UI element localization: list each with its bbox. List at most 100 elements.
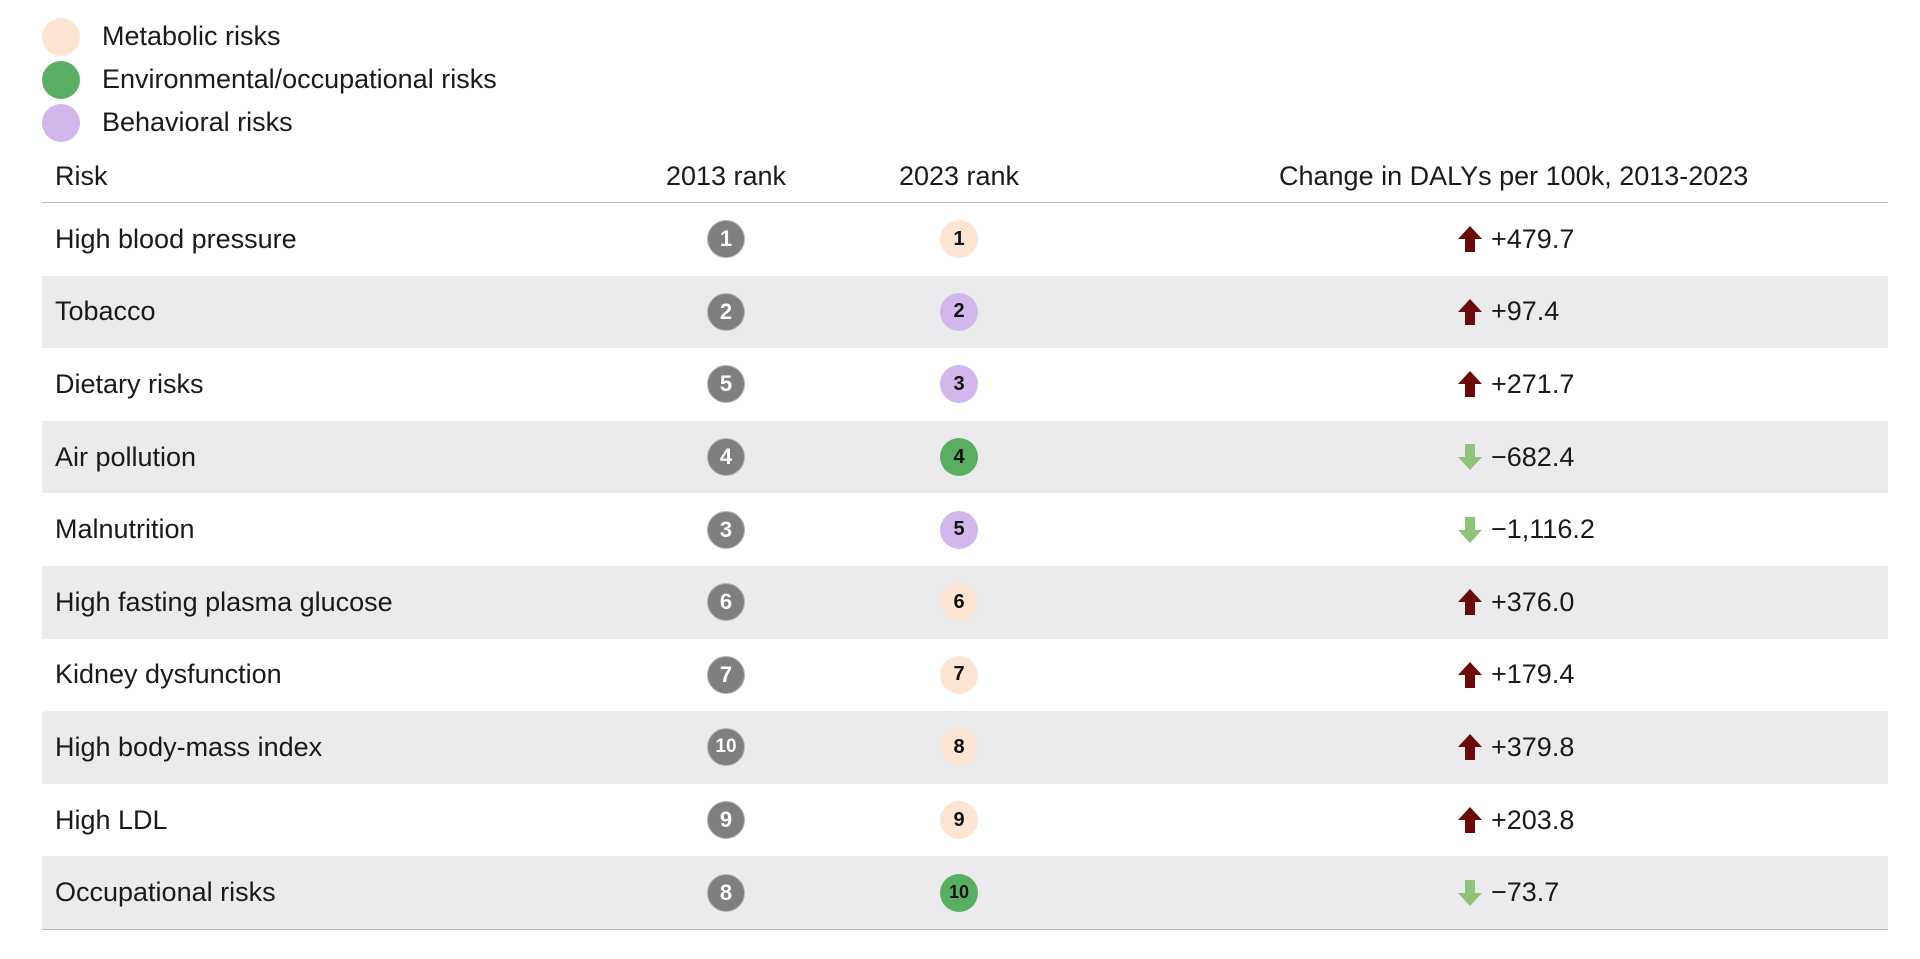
table-row: Kidney dysfunction 7 7 +179.4: [42, 639, 1888, 712]
rank-2023-cell: 2: [850, 292, 1068, 331]
change-value: +179.4: [1491, 659, 1575, 690]
rank-2013-badge: 3: [707, 510, 745, 549]
arrow-up-icon: [1457, 224, 1491, 254]
risk-name: Air pollution: [55, 441, 197, 472]
rank-2023-cell: 1: [850, 220, 1068, 259]
risk-name: High body-mass index: [55, 731, 323, 762]
rank-2013-cell: 5: [602, 365, 850, 404]
legend: Metabolic risks Environmental/occupationa…: [42, 15, 497, 144]
risk-table: Risk 2013 rank 2023 rank Change in DALYs…: [42, 150, 1888, 930]
table-row: Dietary risks 5 3 +271.7: [42, 348, 1888, 421]
table-row: High blood pressure 1 1 +479.7: [42, 203, 1888, 276]
table-row: High fasting plasma glucose 6 6 +376.0: [42, 565, 1888, 639]
risk-name: Dietary risks: [55, 368, 204, 399]
change-cell: +479.7: [1068, 224, 1888, 255]
rank-2023-cell: 8: [850, 728, 1068, 767]
table-body: High blood pressure 1 1 +479.7 Tobacco 2 2 +97.…: [42, 203, 1888, 930]
rank-2013-badge: 9: [707, 801, 745, 840]
rank-2023-cell: 4: [850, 438, 1068, 477]
table-row: Occupational risks 8 10 −73.7: [42, 856, 1888, 929]
change-value: +203.8: [1491, 804, 1575, 835]
header-change: Change in DALYs per 100k, 2013-2023: [1279, 160, 1749, 191]
rank-2023-badge: 3: [940, 365, 978, 404]
rank-2013-cell: 7: [602, 655, 850, 694]
rank-2013-badge: 2: [707, 292, 745, 331]
header-2023-rank: 2023 rank: [898, 160, 1020, 191]
change-cell: +376.0: [1068, 587, 1888, 618]
change-value: −73.7: [1491, 877, 1560, 908]
rank-2023-badge: 9: [940, 801, 978, 840]
table-row: Air pollution 4 4 −682.4: [42, 420, 1888, 494]
risk-name: Kidney dysfunction: [55, 659, 282, 690]
rank-2023-cell: 5: [850, 510, 1068, 549]
risk-name: High blood pressure: [55, 223, 297, 254]
change-value: −682.4: [1491, 441, 1575, 472]
arrow-up-icon: [1457, 297, 1491, 327]
risk-name: High fasting plasma glucose: [55, 586, 393, 617]
change-cell: +179.4: [1068, 659, 1888, 690]
arrow-up-icon: [1457, 805, 1491, 835]
rank-2023-badge: 10: [940, 873, 978, 912]
rank-2023-badge: 1: [940, 220, 978, 259]
rank-2013-cell: 4: [602, 438, 850, 477]
change-cell: +203.8: [1068, 805, 1888, 836]
change-cell: +97.4: [1068, 296, 1888, 327]
risk-name: Malnutrition: [55, 514, 195, 545]
rank-2023-cell: 9: [850, 801, 1068, 840]
change-value: +479.7: [1491, 223, 1575, 254]
rank-2013-cell: 9: [602, 801, 850, 840]
table-header: Risk 2013 rank 2023 rank Change in DALYs…: [42, 150, 1888, 203]
change-value: −1,116.2: [1491, 514, 1595, 545]
change-cell: −1,116.2: [1068, 514, 1888, 545]
rank-2013-cell: 1: [602, 220, 850, 259]
legend-label: Metabolic risks: [102, 21, 281, 51]
rank-2013-cell: 8: [602, 873, 850, 912]
change-cell: +379.8: [1068, 732, 1888, 763]
legend-swatch: [42, 17, 80, 56]
legend-item: Environmental/occupational risks: [42, 58, 497, 101]
change-value: +271.7: [1491, 368, 1575, 399]
change-cell: −73.7: [1068, 877, 1888, 908]
risk-name: High LDL: [55, 804, 168, 835]
rank-2023-badge: 2: [940, 292, 978, 331]
legend-item: Metabolic risks: [42, 15, 497, 58]
arrow-up-icon: [1457, 660, 1491, 690]
rank-2023-badge: 4: [940, 438, 978, 477]
table-row: Tobacco 2 2 +97.4: [42, 275, 1888, 349]
rank-2013-badge: 4: [707, 438, 745, 477]
arrow-up-icon: [1457, 369, 1491, 399]
legend-swatch: [42, 103, 80, 142]
table-row: High body-mass index 10 8 +379.8: [42, 711, 1888, 784]
rank-2013-badge: 6: [707, 583, 745, 622]
rank-2023-cell: 10: [850, 873, 1068, 912]
arrow-up-icon: [1457, 587, 1491, 617]
risk-name: Tobacco: [55, 296, 156, 327]
table-row: High LDL 9 9 +203.8: [42, 784, 1888, 857]
arrow-down-icon: [1457, 515, 1491, 545]
legend-label: Behavioral risks: [102, 107, 293, 137]
rank-2013-badge: 10: [707, 728, 745, 767]
table-row: Malnutrition 3 5 −1,116.2: [42, 493, 1888, 566]
change-cell: +271.7: [1068, 369, 1888, 400]
legend-swatch: [42, 60, 80, 99]
rank-2013-cell: 2: [602, 292, 850, 331]
rank-2023-badge: 5: [940, 510, 978, 549]
legend-label: Environmental/occupational risks: [102, 64, 497, 94]
header-risk: Risk: [55, 160, 108, 191]
rank-2013-badge: 5: [707, 365, 745, 404]
rank-2013-cell: 10: [602, 728, 850, 767]
rank-2023-badge: 6: [940, 583, 978, 622]
change-cell: −682.4: [1068, 442, 1888, 473]
rank-2023-badge: 8: [940, 728, 978, 767]
rank-2023-badge: 7: [940, 655, 978, 694]
change-value: +379.8: [1491, 731, 1575, 762]
rank-2013-cell: 6: [602, 583, 850, 622]
change-value: +97.4: [1491, 296, 1560, 327]
legend-item: Behavioral risks: [42, 101, 497, 144]
arrow-down-icon: [1457, 878, 1491, 908]
rank-2023-cell: 3: [850, 365, 1068, 404]
arrow-down-icon: [1457, 442, 1491, 472]
rank-2013-badge: 8: [707, 873, 745, 912]
header-2013-rank: 2013 rank: [665, 160, 787, 191]
rank-2013-badge: 7: [707, 655, 745, 694]
